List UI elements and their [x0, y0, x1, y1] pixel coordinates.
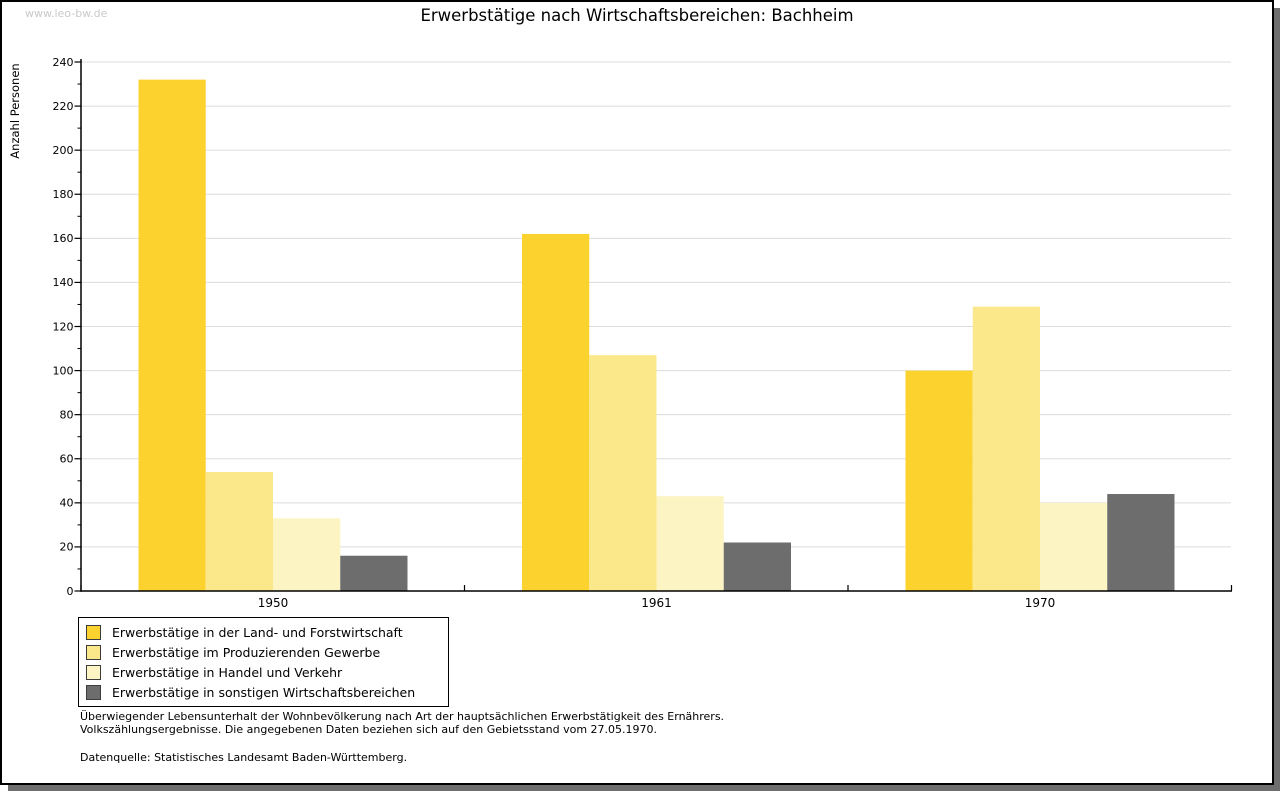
bar-chart-plot: 0 20 40 60 80 100 120 140 160 180 200 220 240 1950 196… [8, 56, 1233, 610]
y-tick-label: 20 [60, 541, 74, 554]
footnote-line-2: Volkszählungsergebnisse. Die angegebenen… [80, 723, 658, 736]
bar-1961-series4 [723, 542, 791, 591]
page-shadow-right [1274, 8, 1280, 791]
y-tick-label: 140 [53, 276, 74, 289]
y-tick-label: 240 [53, 56, 74, 69]
legend-swatch-icon [86, 664, 101, 680]
bar-1950-series2 [205, 471, 273, 591]
page-title: Erwerbstätige nach Wirtschaftsbereichen:… [420, 6, 854, 25]
bar-1950-series4 [340, 555, 408, 591]
y-tick-label: 0 [67, 585, 74, 598]
page-shadow-bottom [8, 785, 1280, 791]
bar-1970-series2 [972, 306, 1040, 591]
y-tick-label: 40 [60, 497, 74, 510]
x-tick-label: 1950 [258, 596, 289, 610]
y-tick-label: 200 [53, 144, 74, 157]
bar-1950-series3 [273, 518, 341, 591]
legend-label: Erwerbstätige in Handel und Verkehr [112, 664, 343, 680]
legend-item: Erwerbstätige im Produzierenden Gewerbe [86, 642, 438, 662]
y-tick-label: 100 [53, 364, 74, 377]
legend-label: Erwerbstätige in der Land- und Forstwirt… [112, 624, 403, 640]
legend-swatch-icon [86, 624, 101, 640]
legend-label: Erwerbstätige in sonstigen Wirtschaftsbe… [112, 684, 416, 700]
bar-1970-series1 [905, 370, 973, 591]
bar-1970-series4 [1107, 494, 1175, 591]
y-tick-label: 160 [53, 232, 74, 245]
y-tick-label: 120 [53, 320, 74, 333]
legend-item: Erwerbstätige in sonstigen Wirtschaftsbe… [86, 682, 438, 702]
y-tick-label: 220 [53, 100, 74, 113]
y-tick-label: 180 [53, 188, 74, 201]
y-axis-title: Anzahl Personen [8, 63, 22, 158]
legend-swatch-icon [86, 684, 101, 700]
watermark-url: www.leo-bw.de [25, 7, 108, 20]
bar-1961-series2 [589, 355, 657, 591]
legend-label: Erwerbstätige im Produzierenden Gewerbe [112, 644, 381, 660]
bar-1950-series1 [138, 79, 206, 591]
y-tick-label: 80 [60, 408, 74, 421]
y-tick-label: 60 [60, 453, 74, 466]
x-tick-label: 1961 [641, 596, 672, 610]
source-note: Datenquelle: Statistisches Landesamt Bad… [80, 751, 408, 764]
x-tick-label: 1970 [1025, 596, 1056, 610]
bar-1961-series3 [656, 496, 724, 591]
chart-legend: Erwerbstätige in der Land- und Forstwirt… [78, 617, 449, 707]
footnote-block: Überwiegender Lebensunterhalt der Wohnbe… [80, 710, 724, 736]
bar-1961-series1 [522, 233, 590, 592]
bar-1970-series3 [1040, 502, 1108, 591]
legend-item: Erwerbstätige in der Land- und Forstwirt… [86, 622, 438, 642]
footnote-line-1: Überwiegender Lebensunterhalt der Wohnbe… [80, 710, 725, 723]
legend-item: Erwerbstätige in Handel und Verkehr [86, 662, 438, 682]
legend-swatch-icon [86, 644, 101, 660]
